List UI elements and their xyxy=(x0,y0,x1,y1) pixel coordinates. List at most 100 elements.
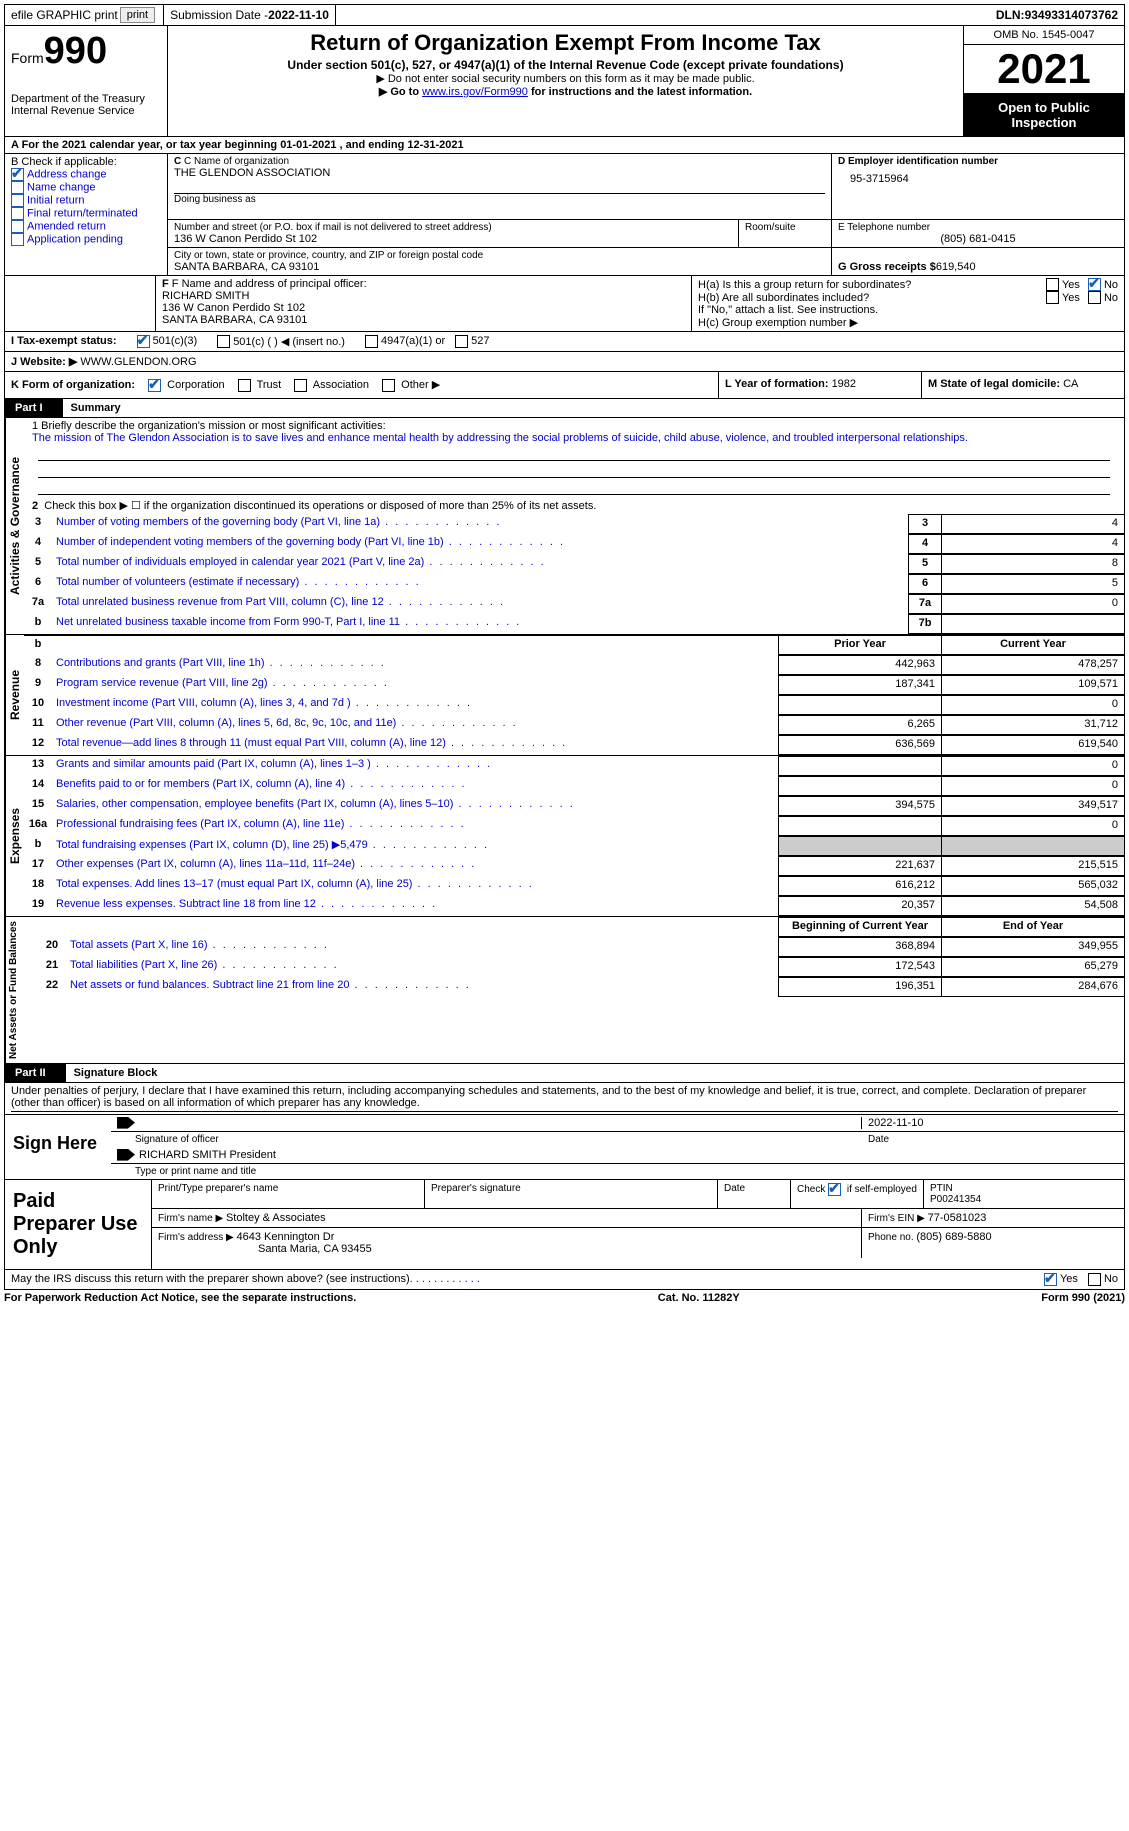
discuss-row: May the IRS discuss this return with the… xyxy=(4,1270,1125,1290)
boxb-label: Application pending xyxy=(27,233,123,245)
self-employed-checkbox[interactable] xyxy=(828,1183,841,1196)
no-label: No xyxy=(1104,1273,1118,1286)
signature-block: Sign Here 2022-11-10 Signature of office… xyxy=(4,1115,1125,1180)
dln-value: 93493314073762 xyxy=(1025,8,1118,22)
org-name-label: C Name of organization xyxy=(184,156,289,167)
website-row: J Website: ▶ WWW.GLENDON.ORG xyxy=(4,352,1125,372)
name-title-label: Type or print name and title xyxy=(135,1166,256,1177)
no-label: No xyxy=(1104,292,1118,304)
tax-exempt-row: I Tax-exempt status: 501(c)(3) 501(c) ( … xyxy=(4,332,1125,352)
calendar-year-row: A For the 2021 calendar year, or tax yea… xyxy=(4,137,1125,154)
discuss-no-checkbox[interactable] xyxy=(1088,1273,1101,1286)
form-footer-value: 990 xyxy=(1072,1292,1090,1304)
bcy-header: Beginning of Current Year xyxy=(778,917,941,937)
boxb-checkbox[interactable] xyxy=(11,233,24,246)
state-domicile-value: CA xyxy=(1063,378,1078,390)
ptin-value: P00241354 xyxy=(930,1194,981,1205)
top-bar: efile GRAPHIC print print Submission Dat… xyxy=(4,4,1125,26)
trust-checkbox[interactable] xyxy=(238,379,251,392)
gross-value: 619,540 xyxy=(936,261,976,273)
gross-label: G Gross receipts $ xyxy=(838,261,936,273)
hb-note: If "No," attach a list. See instructions… xyxy=(698,304,1118,316)
form-org-label: K Form of organization: xyxy=(11,379,135,391)
check-if-label: Check xyxy=(797,1184,828,1195)
open-to-public: Open to Public Inspection xyxy=(964,94,1124,136)
boxb-label: Final return/terminated xyxy=(27,207,138,219)
form-footer-label: Form xyxy=(1041,1292,1072,1304)
dba-label: Doing business as xyxy=(174,193,825,205)
city-value: SANTA BARBARA, CA 93101 xyxy=(174,261,825,273)
efile-label: efile GRAPHIC print xyxy=(11,8,118,22)
501c-checkbox[interactable] xyxy=(217,335,230,348)
ha-no-checkbox[interactable] xyxy=(1088,278,1101,291)
form-word: Form xyxy=(11,50,44,66)
hb-no-checkbox[interactable] xyxy=(1088,291,1101,304)
eoy-header: End of Year xyxy=(941,917,1124,937)
firm-addr2: Santa Maria, CA 93455 xyxy=(258,1243,372,1255)
527-label: 527 xyxy=(471,335,489,348)
4947-checkbox[interactable] xyxy=(365,335,378,348)
dept-label: Department of the Treasury xyxy=(11,93,161,105)
room-label: Room/suite xyxy=(745,222,825,233)
yes-label: Yes xyxy=(1062,279,1080,291)
sig-date-label: Date xyxy=(868,1134,1118,1145)
side-governance: Activities & Governance xyxy=(5,418,24,634)
corp-label: Corporation xyxy=(167,379,224,391)
yes-label: Yes xyxy=(1060,1273,1078,1286)
ein-label: D Employer identification number xyxy=(838,156,998,167)
discuss-question: May the IRS discuss this return with the… xyxy=(11,1273,410,1286)
mission-text: The mission of The Glendon Association i… xyxy=(32,432,1116,444)
tel-label: E Telephone number xyxy=(838,222,1118,233)
city-label: City or town, state or province, country… xyxy=(174,250,825,261)
side-net-assets: Net Assets or Fund Balances xyxy=(5,917,38,1063)
q1-label: 1 Briefly describe the organization's mi… xyxy=(32,420,1116,432)
4947-label: 4947(a)(1) or xyxy=(381,335,445,348)
form-number: 990 xyxy=(44,30,107,72)
box-b-title: B Check if applicable: xyxy=(11,156,161,168)
dln-label: DLN: xyxy=(996,8,1025,22)
hb-label: H(b) Are all subordinates included? xyxy=(698,292,1046,304)
goto-prefix: ▶ Go to xyxy=(379,86,422,98)
org-name: THE GLENDON ASSOCIATION xyxy=(174,167,825,179)
ha-yes-checkbox[interactable] xyxy=(1046,278,1059,291)
boxb-checkbox[interactable] xyxy=(11,181,24,194)
other-checkbox[interactable] xyxy=(382,379,395,392)
instructions-link[interactable]: www.irs.gov/Form990 xyxy=(422,86,528,98)
boxb-checkbox[interactable] xyxy=(11,207,24,220)
omb-number: OMB No. 1545-0047 xyxy=(964,26,1124,45)
firm-addr1: 4643 Kennington Dr xyxy=(237,1231,335,1243)
boxb-checkbox[interactable] xyxy=(11,194,24,207)
sign-date: 2022-11-10 xyxy=(861,1117,1118,1129)
assoc-checkbox[interactable] xyxy=(294,379,307,392)
part2-title: Signature Block xyxy=(66,1064,1124,1082)
tax-exempt-label: I Tax-exempt status: xyxy=(11,335,117,348)
current-year-header: Current Year xyxy=(941,635,1124,655)
declaration: Under penalties of perjury, I declare th… xyxy=(4,1083,1125,1115)
officer-name: RICHARD SMITH xyxy=(162,290,685,302)
part2-label: Part II xyxy=(5,1064,56,1082)
print-button[interactable]: print xyxy=(120,7,155,23)
k-l-m-row: K Form of organization: Corporation Trus… xyxy=(4,372,1125,399)
501c3-checkbox[interactable] xyxy=(137,335,150,348)
paid-preparer-label: Paid Preparer Use Only xyxy=(5,1180,152,1269)
discuss-yes-checkbox[interactable] xyxy=(1044,1273,1057,1286)
hb-yes-checkbox[interactable] xyxy=(1046,291,1059,304)
ptin-label: PTIN xyxy=(930,1183,953,1194)
corp-checkbox[interactable] xyxy=(148,379,161,392)
boxb-label: Address change xyxy=(27,168,107,180)
paid-preparer-block: Paid Preparer Use Only Print/Type prepar… xyxy=(4,1180,1125,1270)
firm-ein-label: Firm's EIN ▶ xyxy=(868,1213,928,1224)
boxb-checkbox[interactable] xyxy=(11,168,24,181)
side-revenue: Revenue xyxy=(5,635,24,755)
year-formation-value: 1982 xyxy=(832,378,856,390)
501c3-label: 501(c)(3) xyxy=(153,335,198,348)
page-footer: For Paperwork Reduction Act Notice, see … xyxy=(4,1290,1125,1306)
sig-officer-label: Signature of officer xyxy=(135,1134,868,1145)
527-checkbox[interactable] xyxy=(455,335,468,348)
arrow-icon xyxy=(117,1149,135,1161)
ssn-warning: ▶ Do not enter social security numbers o… xyxy=(174,72,957,85)
boxb-checkbox[interactable] xyxy=(11,220,24,233)
firm-phone-label: Phone no. xyxy=(868,1232,916,1243)
tel-value: (805) 681-0415 xyxy=(838,233,1118,245)
prep-name-label: Print/Type preparer's name xyxy=(152,1180,425,1208)
